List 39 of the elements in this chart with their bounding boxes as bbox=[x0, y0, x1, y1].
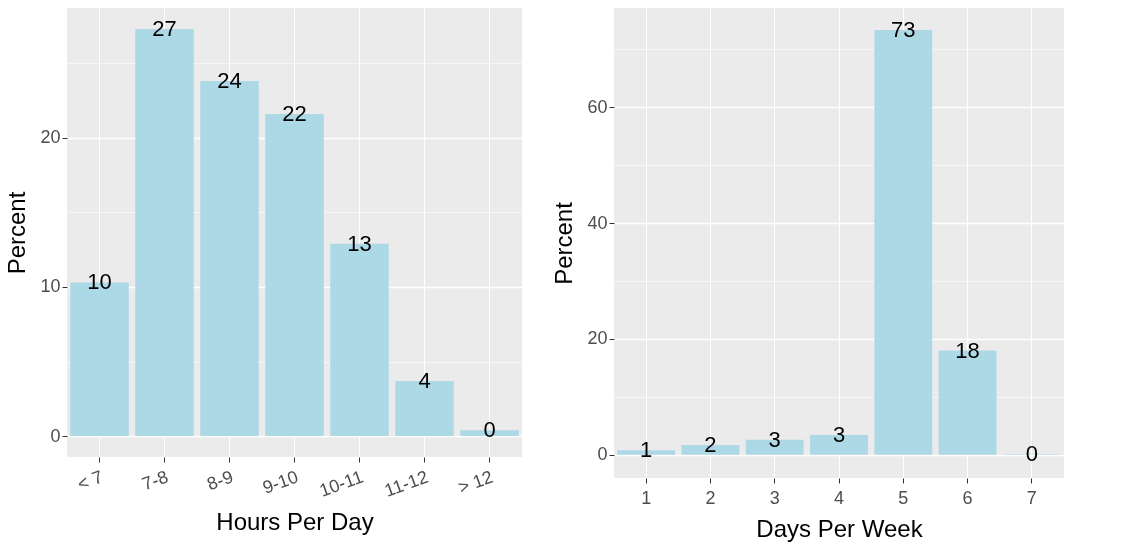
x-tick-label: 9-10 bbox=[259, 466, 301, 498]
data-label: 3 bbox=[768, 426, 781, 452]
data-label: 0 bbox=[1025, 441, 1038, 467]
y-tick-label: 60 bbox=[587, 96, 608, 117]
y-tick-label: 20 bbox=[587, 328, 608, 349]
x-tick-label: 2 bbox=[705, 487, 716, 508]
x-tick-label: 8-9 bbox=[204, 466, 236, 495]
data-label: 0 bbox=[483, 417, 496, 443]
y-tick-label: 0 bbox=[50, 425, 61, 446]
x-tick-label: 6 bbox=[962, 487, 973, 508]
data-label: 27 bbox=[152, 15, 177, 41]
data-label: 13 bbox=[347, 230, 372, 256]
data-label: 4 bbox=[418, 367, 431, 393]
data-label: 3 bbox=[832, 422, 846, 448]
x-tick-label: 10-11 bbox=[316, 466, 366, 501]
y-tick-label: 40 bbox=[587, 212, 608, 233]
x-tick-label: 5 bbox=[898, 487, 909, 508]
data-label: 1 bbox=[640, 437, 653, 463]
y-tick-label: 0 bbox=[597, 444, 608, 465]
data-label: 18 bbox=[955, 337, 980, 363]
data-label: 2 bbox=[704, 431, 717, 457]
x-tick-label: 3 bbox=[769, 487, 780, 508]
data-label: 10 bbox=[87, 269, 112, 295]
y-axis-title: Percent bbox=[3, 191, 31, 275]
x-tick-label: 11-12 bbox=[381, 466, 431, 501]
data-label: 22 bbox=[282, 100, 307, 126]
data-label: 24 bbox=[217, 68, 242, 94]
x-tick-label: 7 bbox=[1026, 487, 1037, 508]
x-axis-title: Days Per Week bbox=[756, 514, 924, 542]
y-axis-title: Percent bbox=[550, 201, 578, 285]
y-tick-label: 10 bbox=[40, 276, 61, 297]
x-tick-label: 1 bbox=[641, 487, 652, 508]
x-tick-label: > 12 bbox=[455, 466, 496, 498]
data-label: 73 bbox=[891, 17, 916, 43]
x-tick-label: < 7 bbox=[74, 466, 106, 495]
x-tick-label: 4 bbox=[833, 487, 845, 508]
x-tick-label: 7-8 bbox=[139, 466, 171, 495]
y-tick-label: 20 bbox=[40, 127, 61, 148]
x-axis-title: Hours Per Day bbox=[216, 507, 374, 535]
